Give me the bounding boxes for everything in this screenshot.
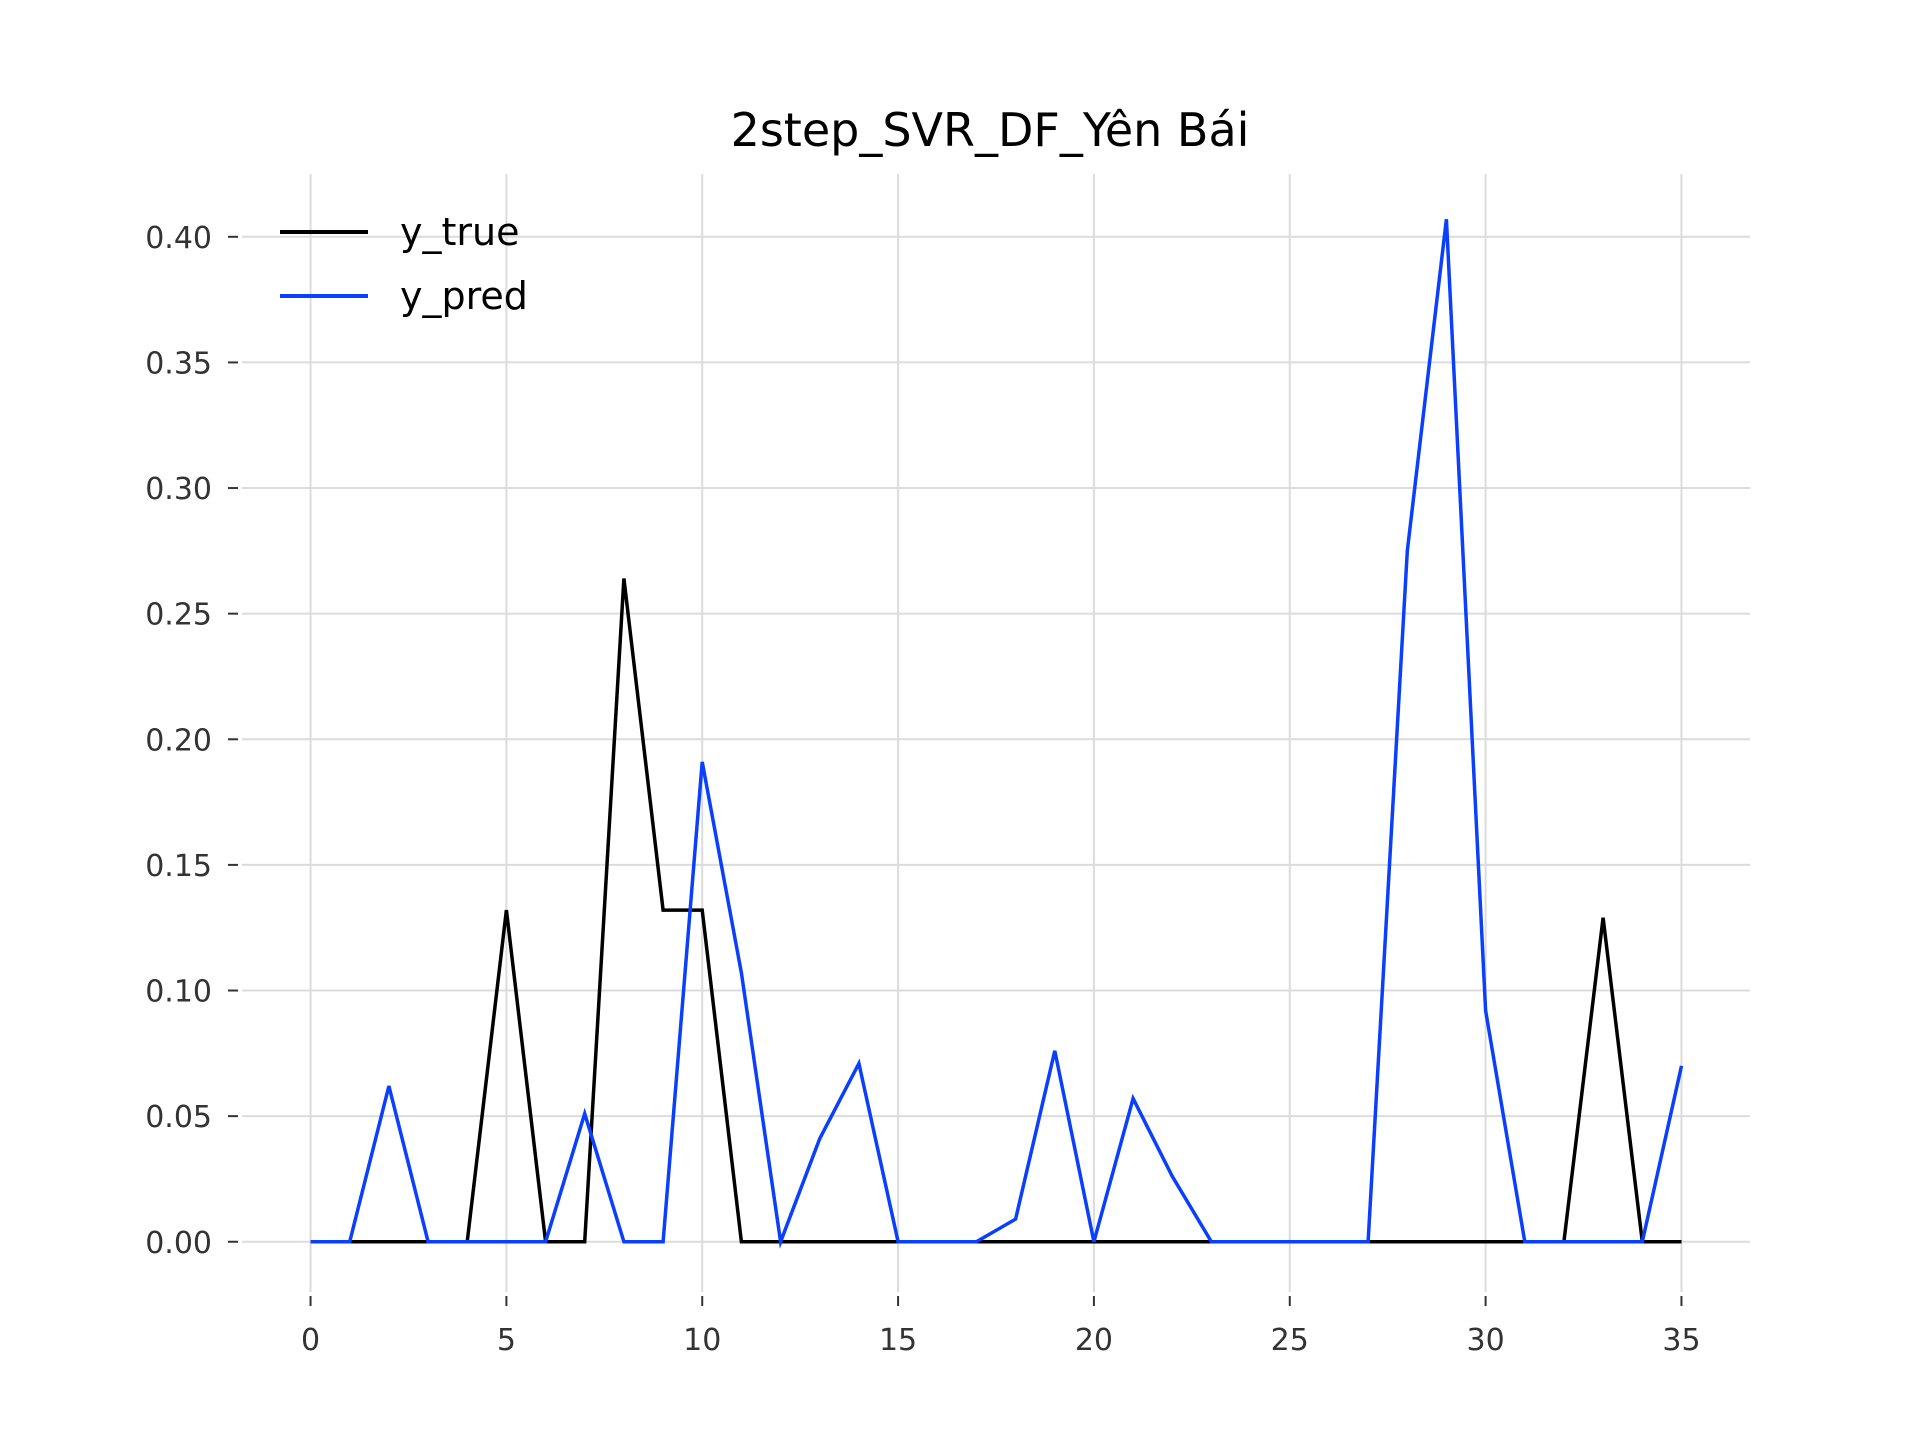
y-tick-label: 0.15 [145, 849, 212, 884]
series-line-y-true [310, 578, 1682, 1244]
series-layer [310, 218, 1684, 1249]
y-tick-label: 0.25 [145, 598, 212, 633]
legend-label-y-pred: y_pred [400, 274, 528, 318]
x-tick-label: 15 [879, 1323, 917, 1358]
y-axis: 0.00 0.05 0.10 0.15 0.20 0.25 0.30 0.35 0.40 [145, 221, 238, 1261]
y-tick-label: 0.20 [145, 723, 212, 758]
x-tick-label: 10 [683, 1323, 721, 1358]
y-tick-label: 0.00 [145, 1226, 212, 1261]
grid-lines [242, 174, 1750, 1292]
x-tick-label: 5 [497, 1323, 516, 1358]
x-tick-label: 35 [1662, 1323, 1700, 1358]
y-tick-label: 0.30 [145, 472, 212, 507]
legend: y_true y_pred [280, 210, 528, 318]
y-tick-label: 0.05 [145, 1100, 212, 1135]
x-axis: 0 5 10 15 20 25 30 35 [301, 1296, 1701, 1358]
y-tick-label: 0.40 [145, 221, 212, 256]
x-tick-label: 25 [1271, 1323, 1309, 1358]
chart-title: 2step_SVR_DF_Yên Bái [731, 103, 1250, 157]
y-tick-label: 0.10 [145, 975, 212, 1010]
x-tick-label: 0 [301, 1323, 320, 1358]
x-tick-label: 20 [1075, 1323, 1113, 1358]
legend-label-y-true: y_true [400, 210, 519, 254]
series-line-y-pred [310, 218, 1684, 1249]
y-tick-label: 0.35 [145, 346, 212, 381]
x-tick-label: 30 [1467, 1323, 1505, 1358]
